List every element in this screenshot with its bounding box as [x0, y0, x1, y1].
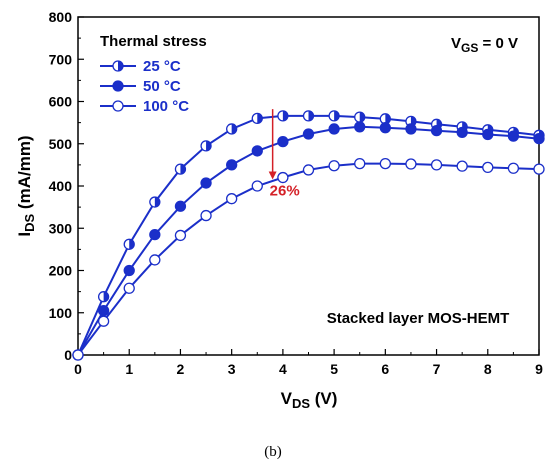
data-point: [97, 315, 110, 327]
data-point: [97, 304, 110, 317]
data-point: [328, 110, 340, 122]
data-point: [251, 180, 263, 192]
series-layer: [72, 110, 545, 361]
data-point: [430, 125, 443, 137]
reduction-label: 26%: [270, 182, 300, 199]
data-point: [456, 160, 468, 172]
x-axis-title: VDS (V): [281, 389, 338, 411]
x-tick-label: 0: [74, 361, 82, 377]
legend-label: 100 °C: [143, 98, 189, 115]
legend-marker: [112, 80, 124, 92]
data-point: [328, 160, 340, 172]
legend-label: 50 °C: [143, 78, 181, 95]
data-point: [200, 177, 212, 189]
data-point: [507, 130, 520, 142]
data-point: [482, 161, 494, 174]
legend-title: Thermal stress: [100, 33, 207, 50]
data-point: [405, 123, 417, 135]
data-point: [430, 159, 443, 171]
data-point: [200, 209, 212, 222]
data-point: [405, 115, 417, 128]
legend-marker: [112, 60, 124, 72]
data-point: [123, 264, 135, 277]
data-point: [302, 164, 315, 176]
x-tick-label: 9: [535, 361, 543, 377]
data-point: [226, 193, 238, 205]
data-point: [123, 282, 135, 294]
y-tick-label: 700: [49, 51, 73, 67]
data-point: [456, 126, 468, 138]
y-axis-title: IDS (mA/mm): [15, 135, 37, 236]
data-point: [302, 110, 315, 122]
data-point: [507, 162, 520, 174]
legend-marker: [112, 100, 124, 112]
data-point: [226, 123, 238, 135]
legend-entry: 50 °C: [100, 78, 181, 95]
x-tick-label: 2: [177, 361, 185, 377]
data-point: [354, 111, 366, 123]
data-point: [354, 157, 366, 170]
data-point: [174, 163, 187, 175]
data-point: [405, 158, 417, 170]
data-point: [149, 228, 161, 241]
data-point: [379, 113, 391, 125]
legend: Thermal stress 25 °C 50 °C 100 °C: [100, 33, 207, 115]
data-point: [533, 163, 545, 175]
x-tick-label: 8: [484, 361, 492, 377]
data-point: [251, 145, 263, 157]
data-point: [354, 121, 366, 133]
data-point: [482, 128, 494, 141]
y-tick-label: 300: [49, 220, 73, 236]
data-point: [379, 122, 391, 134]
data-point: [277, 135, 289, 148]
y-tick-label: 400: [49, 178, 73, 194]
device-label: Stacked layer MOS-HEMT: [327, 310, 510, 327]
data-point: [149, 196, 161, 208]
y-tick-label: 0: [64, 347, 72, 363]
x-tick-label: 1: [125, 361, 133, 377]
series: [72, 157, 545, 361]
y-tick-label: 600: [49, 94, 73, 110]
legend-entry: 100 °C: [100, 98, 189, 115]
vgs-label: VGS = 0 V: [451, 35, 518, 55]
legend-entry: 25 °C: [100, 58, 181, 75]
annotations: VGS = 0 V Stacked layer MOS-HEMT 26%: [268, 35, 518, 327]
data-point: [533, 133, 545, 145]
data-point: [328, 123, 340, 135]
x-tick-label: 5: [330, 361, 338, 377]
data-point: [302, 128, 315, 140]
figure-caption: (b): [264, 444, 282, 460]
x-tick-label: 6: [381, 361, 389, 377]
series: [72, 121, 545, 361]
data-point: [174, 200, 187, 212]
data-point: [174, 229, 187, 242]
data-point: [200, 140, 212, 152]
y-tick-label: 200: [49, 263, 73, 279]
data-point: [251, 112, 263, 125]
axis-titles: VDS (V) IDS (mA/mm): [15, 135, 337, 411]
data-point: [226, 159, 238, 171]
data-point: [149, 254, 161, 266]
data-point: [277, 171, 289, 184]
data-point: [277, 110, 289, 122]
y-tick-label: 800: [49, 9, 73, 25]
ticks: 0 1 2 3 4 5 6 7 8 9 0 100 200 300 400 500 600 700 800: [49, 9, 543, 377]
y-tick-label: 100: [49, 305, 73, 321]
x-tick-label: 7: [433, 361, 441, 377]
data-point: [72, 349, 84, 361]
legend-label: 25 °C: [143, 58, 181, 75]
x-tick-label: 4: [279, 361, 287, 377]
data-point: [379, 157, 391, 170]
y-tick-label: 500: [49, 136, 73, 152]
data-point: [97, 291, 110, 303]
x-tick-label: 3: [228, 361, 236, 377]
data-point: [123, 238, 135, 250]
